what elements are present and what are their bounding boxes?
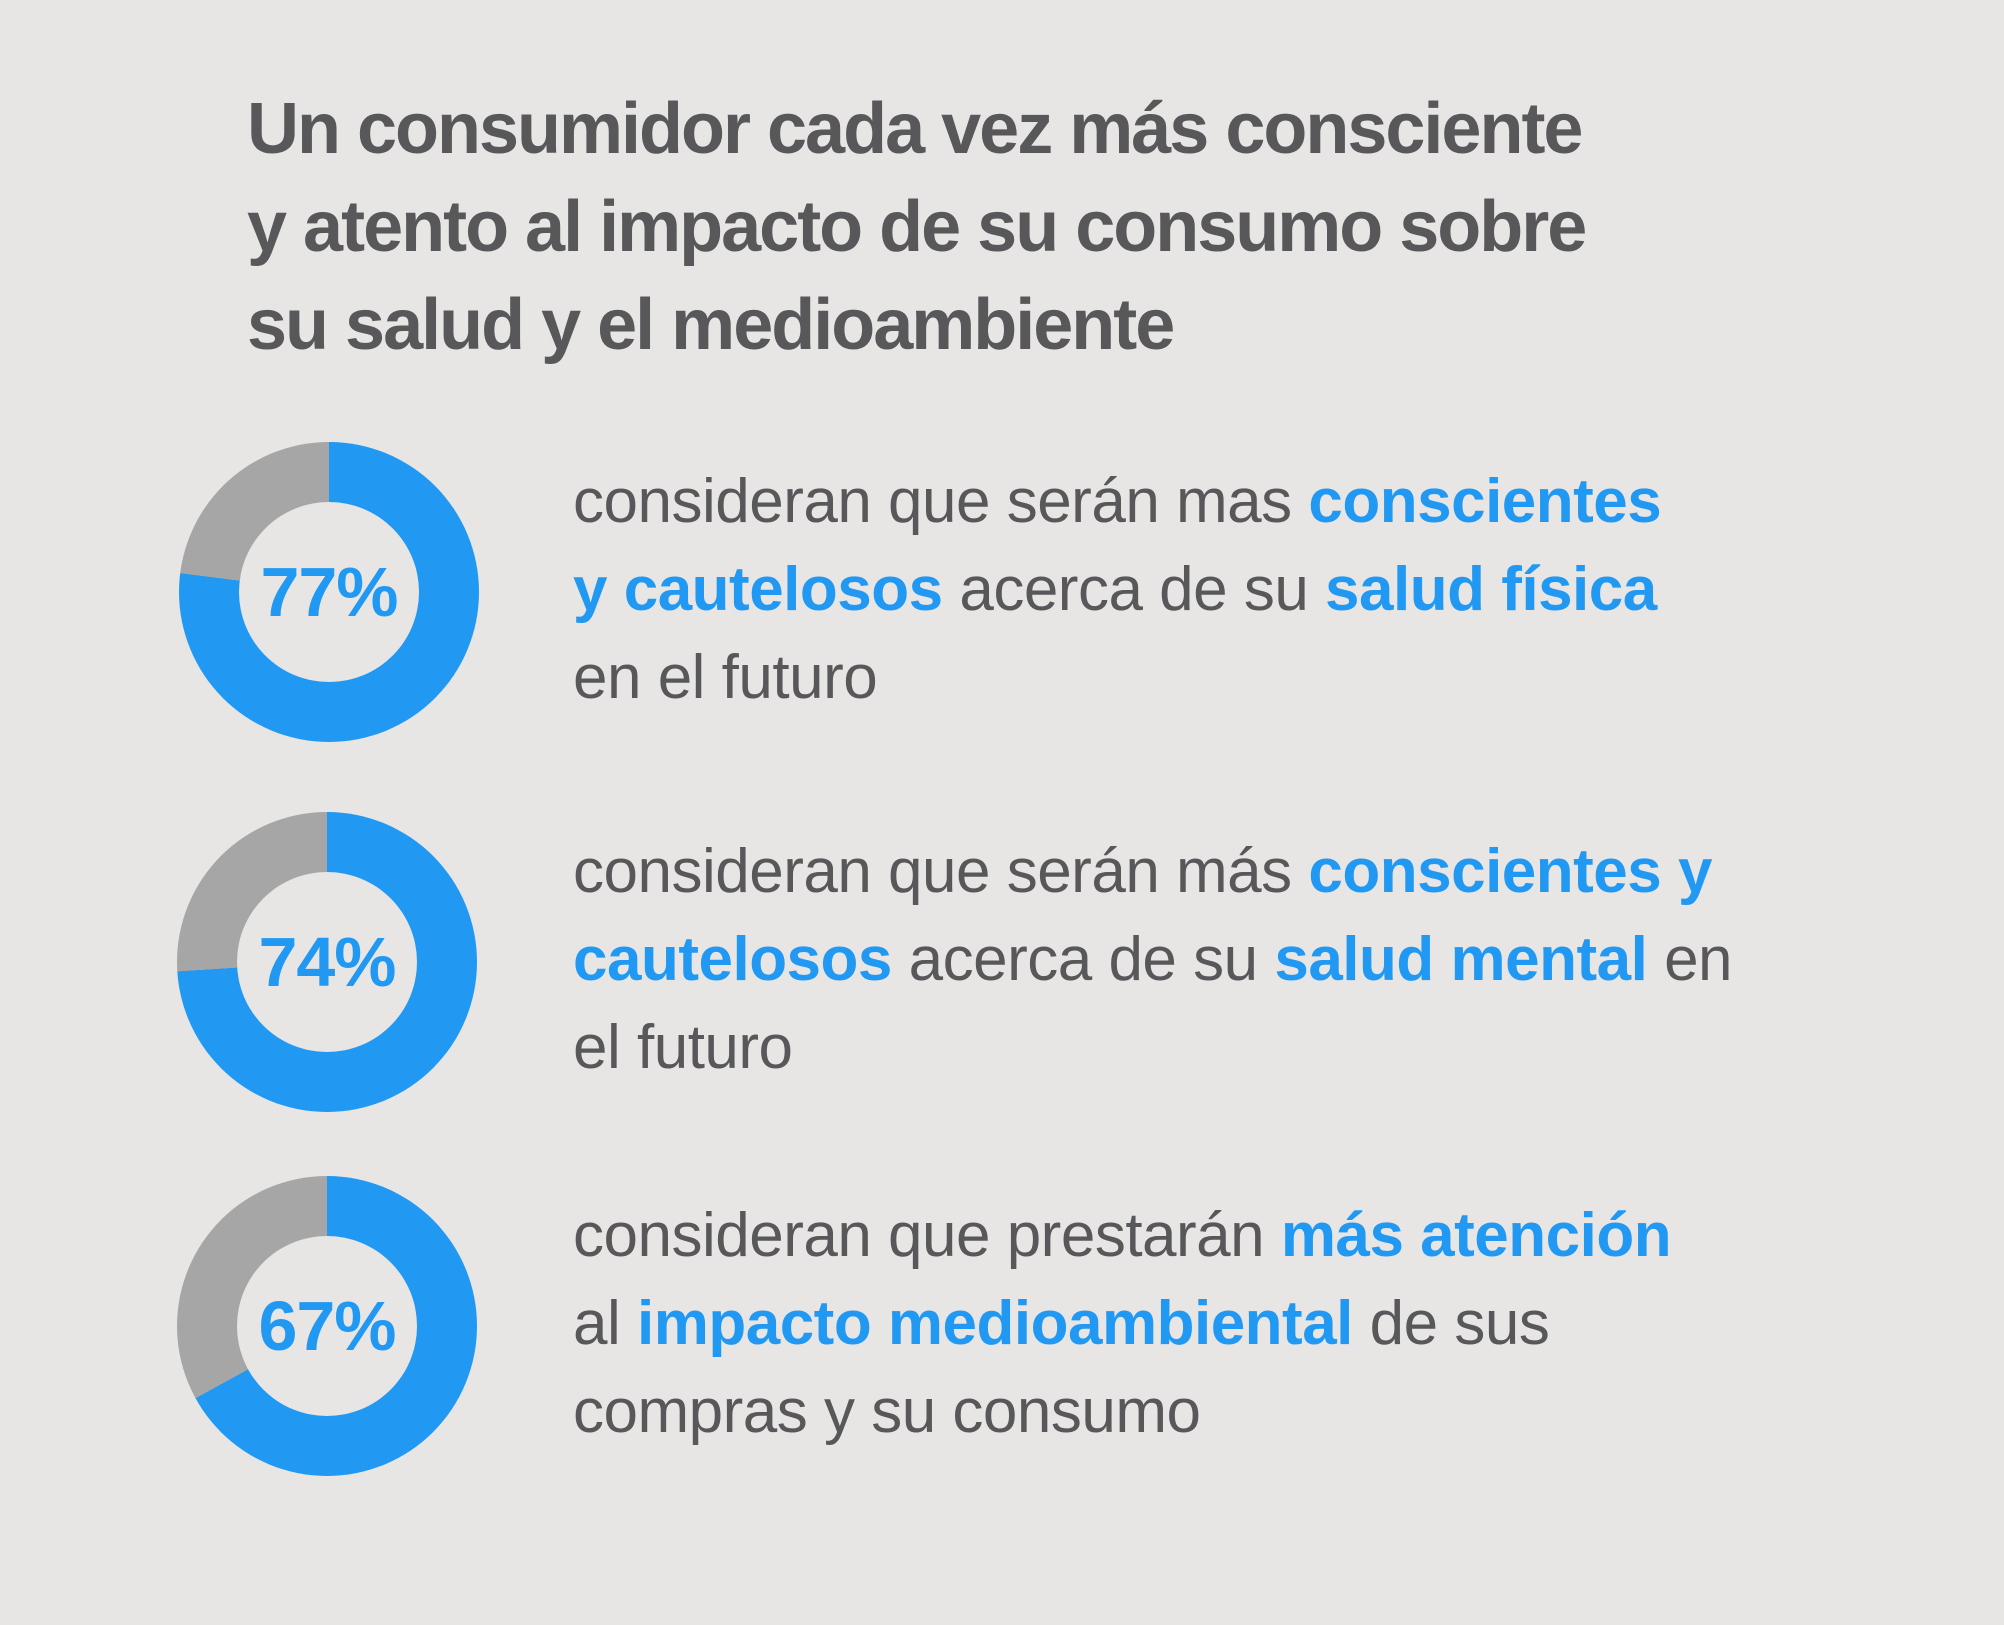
accent-text: impacto medioambiental: [636, 1289, 1353, 1358]
stat-description-physical-health: consideran que serán mas conscientes y ca…: [573, 458, 1913, 722]
percent-label: 77%: [260, 553, 398, 631]
plain-text: de sus: [1352, 1289, 1550, 1358]
accent-text: y cautelosos: [573, 555, 943, 624]
title-line-2: y atento al impacto de su consumo sobre: [247, 187, 1587, 267]
title-line-1: Un consumidor cada vez más consciente: [247, 89, 1583, 169]
title-line-3: su salud y el medioambiente: [247, 285, 1175, 365]
donut-hole: 67%: [237, 1236, 417, 1416]
description-line: consideran que prestarán más atención: [573, 1192, 1913, 1280]
description-line: cautelosos acerca de su salud mental en: [573, 916, 1913, 1004]
accent-text: conscientes y: [1308, 837, 1712, 906]
plain-text: al: [573, 1289, 637, 1358]
plain-text: consideran que serán mas: [573, 467, 1309, 536]
accent-text: cautelosos: [573, 925, 892, 994]
plain-text: consideran que serán más: [573, 837, 1309, 906]
percent-label: 67%: [258, 1287, 396, 1365]
plain-text: acerca de su: [891, 925, 1275, 994]
donut-chart-physical-health: 77%: [179, 442, 479, 742]
description-line: consideran que serán mas conscientes: [573, 458, 1913, 546]
stat-description-mental-health: consideran que serán más conscientes y ca…: [573, 828, 1913, 1092]
accent-text: salud mental: [1274, 925, 1648, 994]
donut-hole: 74%: [237, 872, 417, 1052]
description-line: el futuro: [573, 1004, 1913, 1092]
accent-text: conscientes: [1308, 467, 1662, 536]
accent-text: salud física: [1325, 555, 1657, 624]
donut-chart-environmental-impact: 67%: [177, 1176, 477, 1476]
donut-hole: 77%: [239, 502, 419, 682]
description-line: compras y su consumo: [573, 1368, 1913, 1456]
accent-text: más atención: [1280, 1201, 1672, 1270]
description-line: al impacto medioambiental de sus: [573, 1280, 1913, 1368]
plain-text: acerca de su: [942, 555, 1326, 624]
infographic-title: Un consumidor cada vez más consciente y …: [247, 80, 1587, 374]
stat-description-environmental-impact: consideran que prestarán más atención al …: [573, 1192, 1913, 1456]
plain-text: en: [1647, 925, 1733, 994]
description-line: consideran que serán más conscientes y: [573, 828, 1913, 916]
plain-text: el futuro: [573, 1013, 793, 1082]
plain-text: compras y su consumo: [573, 1377, 1201, 1446]
percent-label: 74%: [258, 923, 396, 1001]
plain-text: en el futuro: [573, 643, 878, 712]
donut-chart-mental-health: 74%: [177, 812, 477, 1112]
description-line: y cautelosos acerca de su salud física: [573, 546, 1913, 634]
description-line: en el futuro: [573, 634, 1913, 722]
plain-text: consideran que prestarán: [573, 1201, 1281, 1270]
